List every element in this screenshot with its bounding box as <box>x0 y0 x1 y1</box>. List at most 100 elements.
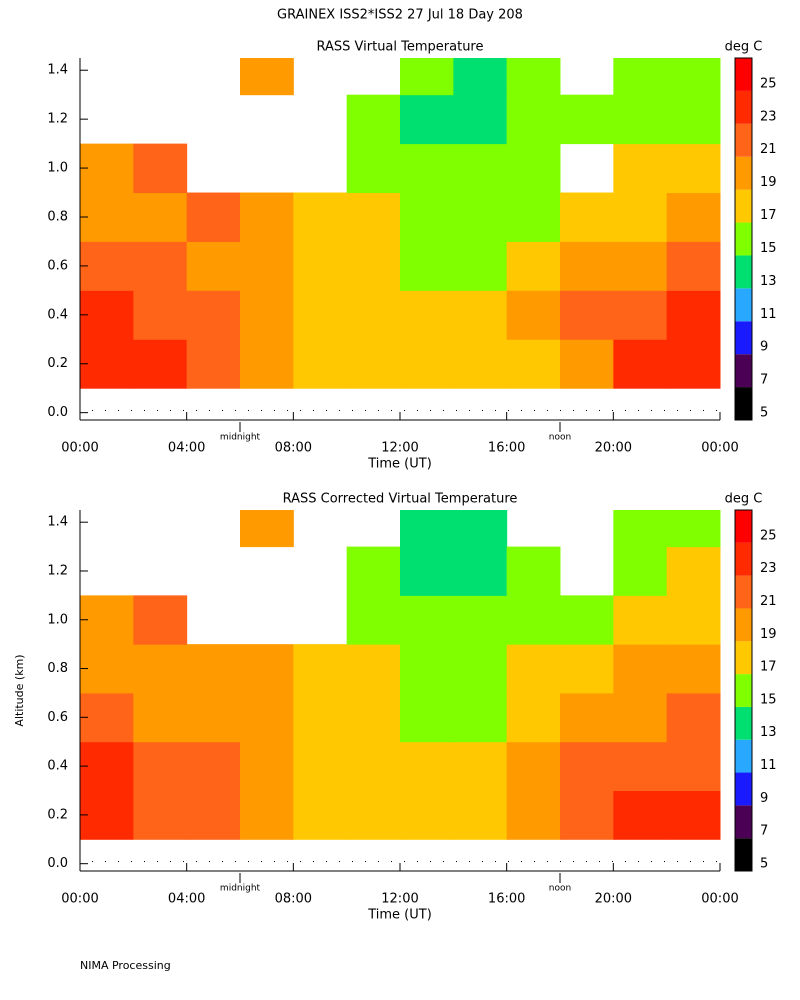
annotation: midnight <box>220 433 261 443</box>
heat-cell <box>666 546 721 596</box>
dot <box>560 410 561 411</box>
x-tick-label: 04:00 <box>168 892 205 907</box>
heat-cell <box>666 595 721 645</box>
dot <box>248 861 249 862</box>
x-tick-label: 16:00 <box>488 892 525 907</box>
dot <box>469 861 470 862</box>
dot <box>183 410 184 411</box>
dot <box>625 861 626 862</box>
heat-cell <box>293 192 348 242</box>
dot <box>391 410 392 411</box>
y-tick-label: 1.0 <box>47 612 68 627</box>
footer: NIMA Processing <box>80 959 171 972</box>
colorbar-box <box>735 156 752 190</box>
heat-cell <box>186 192 241 242</box>
heat-cell <box>613 790 668 840</box>
colorbar-box <box>735 805 752 839</box>
annotation: noon <box>549 433 571 443</box>
heat-cell <box>240 741 294 792</box>
heat-cell <box>560 241 614 291</box>
heat-cell <box>133 241 188 291</box>
heat-cell <box>613 741 668 792</box>
dot <box>534 861 535 862</box>
dot <box>521 861 522 862</box>
heat-cell <box>240 790 294 840</box>
colorbar-label: 21 <box>760 594 777 609</box>
heat-cell <box>80 741 134 792</box>
dot <box>105 410 106 411</box>
heat-cell <box>80 143 134 194</box>
heat-cell <box>506 241 561 291</box>
heat-cell <box>400 546 454 596</box>
heat-cell <box>666 644 721 694</box>
heat-cell <box>613 644 668 694</box>
heat-cell <box>293 339 348 389</box>
dot <box>599 410 600 411</box>
colorbar-label: 21 <box>760 142 777 157</box>
heat-cell <box>80 790 134 840</box>
x-tick-label: 00:00 <box>701 441 738 456</box>
heat-cell <box>133 143 188 194</box>
dot <box>196 410 197 411</box>
colorbar-title: deg C <box>725 492 763 507</box>
heat-cell <box>666 94 721 145</box>
dot <box>287 861 288 862</box>
heat-cell <box>613 143 668 194</box>
dot <box>690 861 691 862</box>
dot <box>222 861 223 862</box>
heat-cell <box>453 692 508 743</box>
heat-cell <box>453 546 508 596</box>
colorbar-title: deg C <box>725 40 763 55</box>
dot <box>157 861 158 862</box>
dot <box>677 410 678 411</box>
page-title: GRAINEX ISS2*ISS2 27 Jul 18 Day 208 <box>277 8 523 23</box>
dot <box>430 861 431 862</box>
y-axis-label: Altitude (km) <box>13 654 26 726</box>
dot <box>547 861 548 862</box>
dot <box>599 861 600 862</box>
heat-cell <box>133 692 188 743</box>
y-tick-label: 0.6 <box>47 258 68 273</box>
heat-cell <box>453 58 508 96</box>
annotation: midnight <box>220 884 261 894</box>
dot <box>495 861 496 862</box>
dot <box>534 410 535 411</box>
dot <box>274 410 275 411</box>
heat-cell <box>506 692 561 743</box>
y-tick-label: 1.2 <box>47 112 68 127</box>
colorbar-label: 15 <box>760 692 777 707</box>
heat-cell <box>666 790 721 840</box>
heat-cell <box>293 741 348 792</box>
colorbar-box <box>735 641 752 675</box>
heat-cell <box>400 290 454 340</box>
heat-cell <box>400 692 454 743</box>
annotation: noon <box>549 884 571 894</box>
dot <box>456 861 457 862</box>
dot <box>339 861 340 862</box>
heat-cell <box>186 290 241 340</box>
dot <box>222 410 223 411</box>
heat-cell <box>133 644 188 694</box>
heat-cell <box>186 644 241 694</box>
heat-cell <box>293 790 348 840</box>
dot <box>391 861 392 862</box>
dot <box>703 410 704 411</box>
dot <box>638 410 639 411</box>
colorbar-frame <box>734 509 753 872</box>
heat-cell <box>453 644 508 694</box>
dot <box>352 861 353 862</box>
dot <box>625 410 626 411</box>
heat-cell <box>240 692 294 743</box>
dot <box>651 861 652 862</box>
heat-cell <box>560 644 614 694</box>
heat-cell <box>453 595 508 645</box>
heat-cell <box>666 741 721 792</box>
x-tick-label: 00:00 <box>61 441 98 456</box>
heat-cell <box>666 58 721 96</box>
colorbar-label: 23 <box>760 109 777 124</box>
heat-cell <box>666 692 721 743</box>
heat-cell <box>613 692 668 743</box>
y-tick-label: 1.2 <box>47 563 68 578</box>
dot <box>573 861 574 862</box>
heat-cell <box>133 741 188 792</box>
